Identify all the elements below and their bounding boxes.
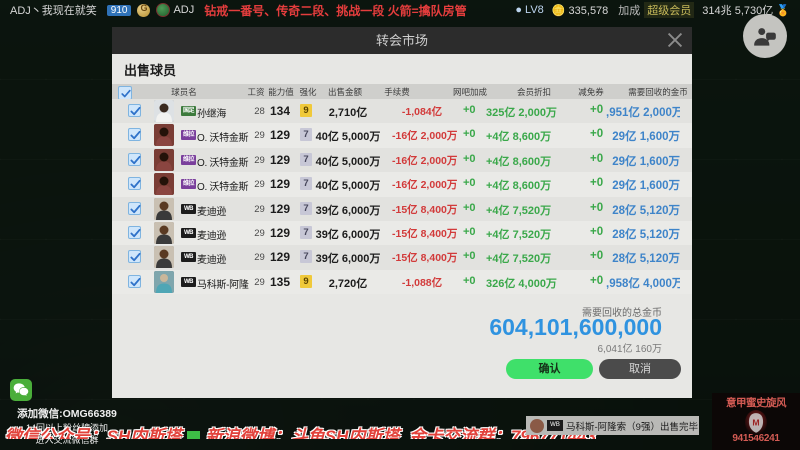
svg-text:M: M: [752, 418, 759, 428]
